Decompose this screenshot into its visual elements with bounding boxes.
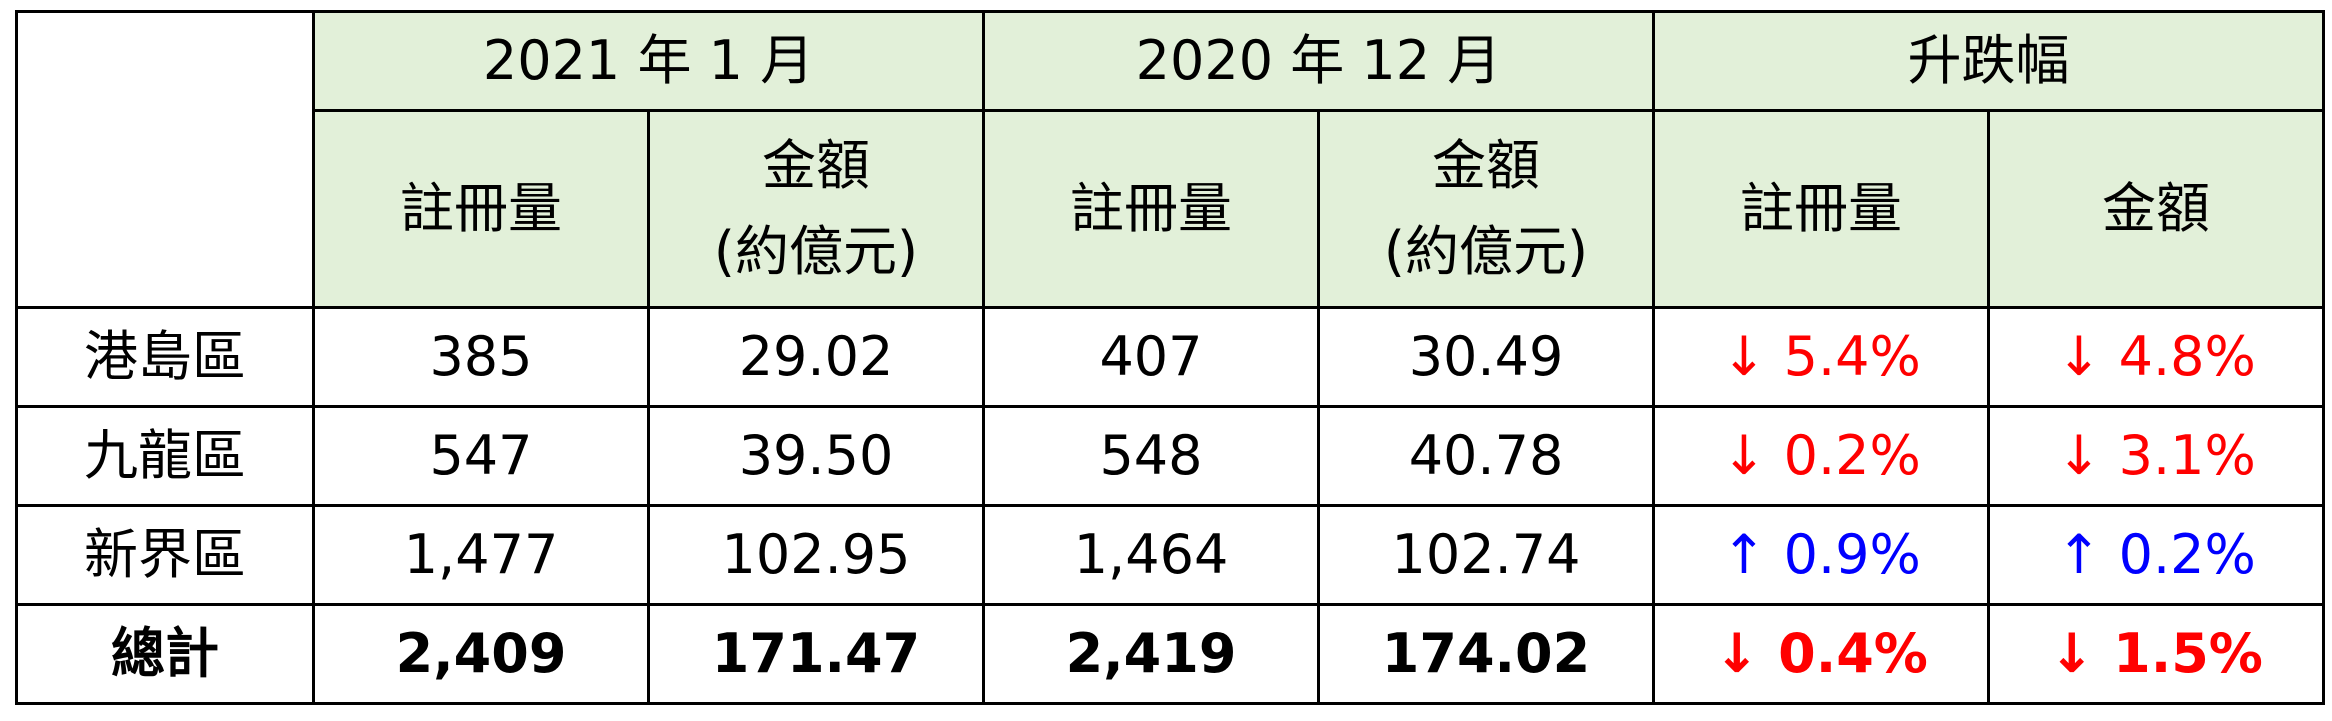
- subheader-row: 註冊量 金額 (約億元) 註冊量 金額 (約億元) 註冊量 金額: [17, 109, 2325, 309]
- cell: 385: [312, 306, 650, 408]
- sub-header-text: (約億元): [713, 220, 919, 283]
- body-row: 九龍區 547 39.50 548 40.78 ↓ 0.2% ↓ 3.1%: [15, 405, 2325, 507]
- total-row: 總計 2,409 171.47 2,419 174.02 ↓ 0.4% ↓ 1.…: [15, 603, 2325, 705]
- cell: 2,419: [982, 603, 1320, 705]
- row-label: 港島區: [15, 306, 315, 408]
- sub-header-text: 註冊量: [400, 176, 562, 240]
- cell: 2,409: [312, 603, 650, 705]
- sub-header: 註冊量: [1652, 109, 1990, 309]
- cell: 39.50: [647, 405, 985, 507]
- sub-header-text: 金額: [1432, 133, 1540, 197]
- row-label: 總計: [15, 603, 315, 705]
- sub-header-text: (約億元): [1383, 220, 1589, 283]
- group-header: 2020 年 12 月: [982, 10, 1655, 112]
- cell: 29.02: [647, 306, 985, 408]
- change-cell: ↓ 5.4%: [1652, 306, 1990, 408]
- change-cell: ↑ 0.2%: [1987, 504, 2325, 606]
- sub-header-text: 註冊量: [1740, 176, 1902, 240]
- cell: 174.02: [1317, 603, 1655, 705]
- group-header: 2021 年 1 月: [312, 10, 985, 112]
- cell: 407: [982, 306, 1320, 408]
- cell: 30.49: [1317, 306, 1655, 408]
- sub-header: 金額: [1987, 109, 2325, 309]
- cell: 102.95: [647, 504, 985, 606]
- group-header: 升跌幅: [1652, 10, 2325, 112]
- row-label: 九龍區: [15, 405, 315, 507]
- cell: 547: [312, 405, 650, 507]
- sub-header-text: 金額: [762, 133, 870, 197]
- sub-header: 註冊量: [312, 109, 650, 309]
- change-cell: ↑ 0.9%: [1652, 504, 1990, 606]
- change-cell: ↓ 0.4%: [1652, 603, 1990, 705]
- cell: 40.78: [1317, 405, 1655, 507]
- sub-header: 金額 (約億元): [647, 109, 985, 309]
- change-cell: ↓ 1.5%: [1987, 603, 2325, 705]
- corner-cell: [15, 10, 315, 309]
- header-row: 2021 年 1 月 2020 年 12 月 升跌幅: [15, 10, 2325, 309]
- cell: 1,464: [982, 504, 1320, 606]
- stats-table: 2021 年 1 月 2020 年 12 月 升跌幅 註冊量 金額 (約億元) 註…: [15, 10, 2325, 705]
- body-row: 新界區 1,477 102.95 1,464 102.74 ↑ 0.9% ↑ 0…: [15, 504, 2325, 606]
- body-row: 港島區 385 29.02 407 30.49 ↓ 5.4% ↓ 4.8%: [15, 306, 2325, 408]
- sub-header: 金額 (約億元): [1317, 109, 1655, 309]
- cell: 548: [982, 405, 1320, 507]
- sub-header-text: 註冊量: [1070, 176, 1232, 240]
- row-label: 新界區: [15, 504, 315, 606]
- cell: 1,477: [312, 504, 650, 606]
- change-cell: ↓ 4.8%: [1987, 306, 2325, 408]
- sub-header-text: 金額: [2102, 176, 2210, 240]
- cell: 102.74: [1317, 504, 1655, 606]
- change-cell: ↓ 0.2%: [1652, 405, 1990, 507]
- sub-header: 註冊量: [982, 109, 1320, 309]
- cell: 171.47: [647, 603, 985, 705]
- change-cell: ↓ 3.1%: [1987, 405, 2325, 507]
